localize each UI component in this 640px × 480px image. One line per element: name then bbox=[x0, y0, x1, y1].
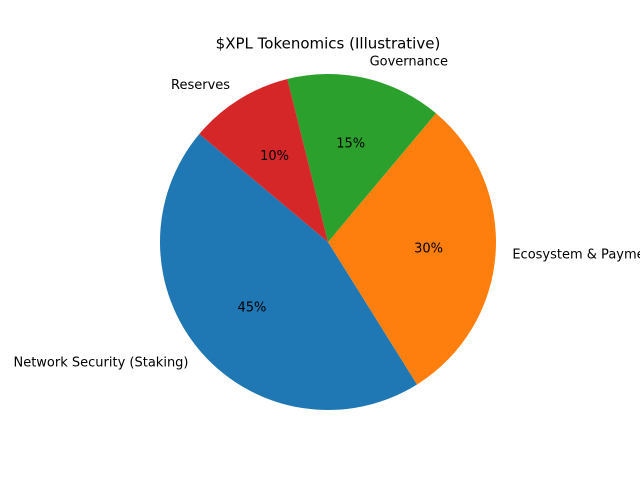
slice-label: Ecosystem & Payments bbox=[512, 247, 640, 262]
chart-title: $XPL Tokenomics (Illustrative) bbox=[216, 35, 441, 53]
pct-label: 15% bbox=[336, 136, 365, 151]
slice-label: Reserves bbox=[171, 78, 230, 93]
pie-slice bbox=[328, 113, 497, 385]
pct-label: 30% bbox=[414, 242, 443, 257]
pie-slice bbox=[160, 134, 418, 410]
pie-slice bbox=[287, 73, 436, 242]
slice-label: Network Security (Staking) bbox=[13, 356, 188, 371]
slice-label: Governance bbox=[370, 54, 448, 69]
pct-label: 10% bbox=[260, 149, 289, 164]
pie-slice bbox=[199, 78, 328, 242]
pct-label: 45% bbox=[237, 301, 266, 316]
